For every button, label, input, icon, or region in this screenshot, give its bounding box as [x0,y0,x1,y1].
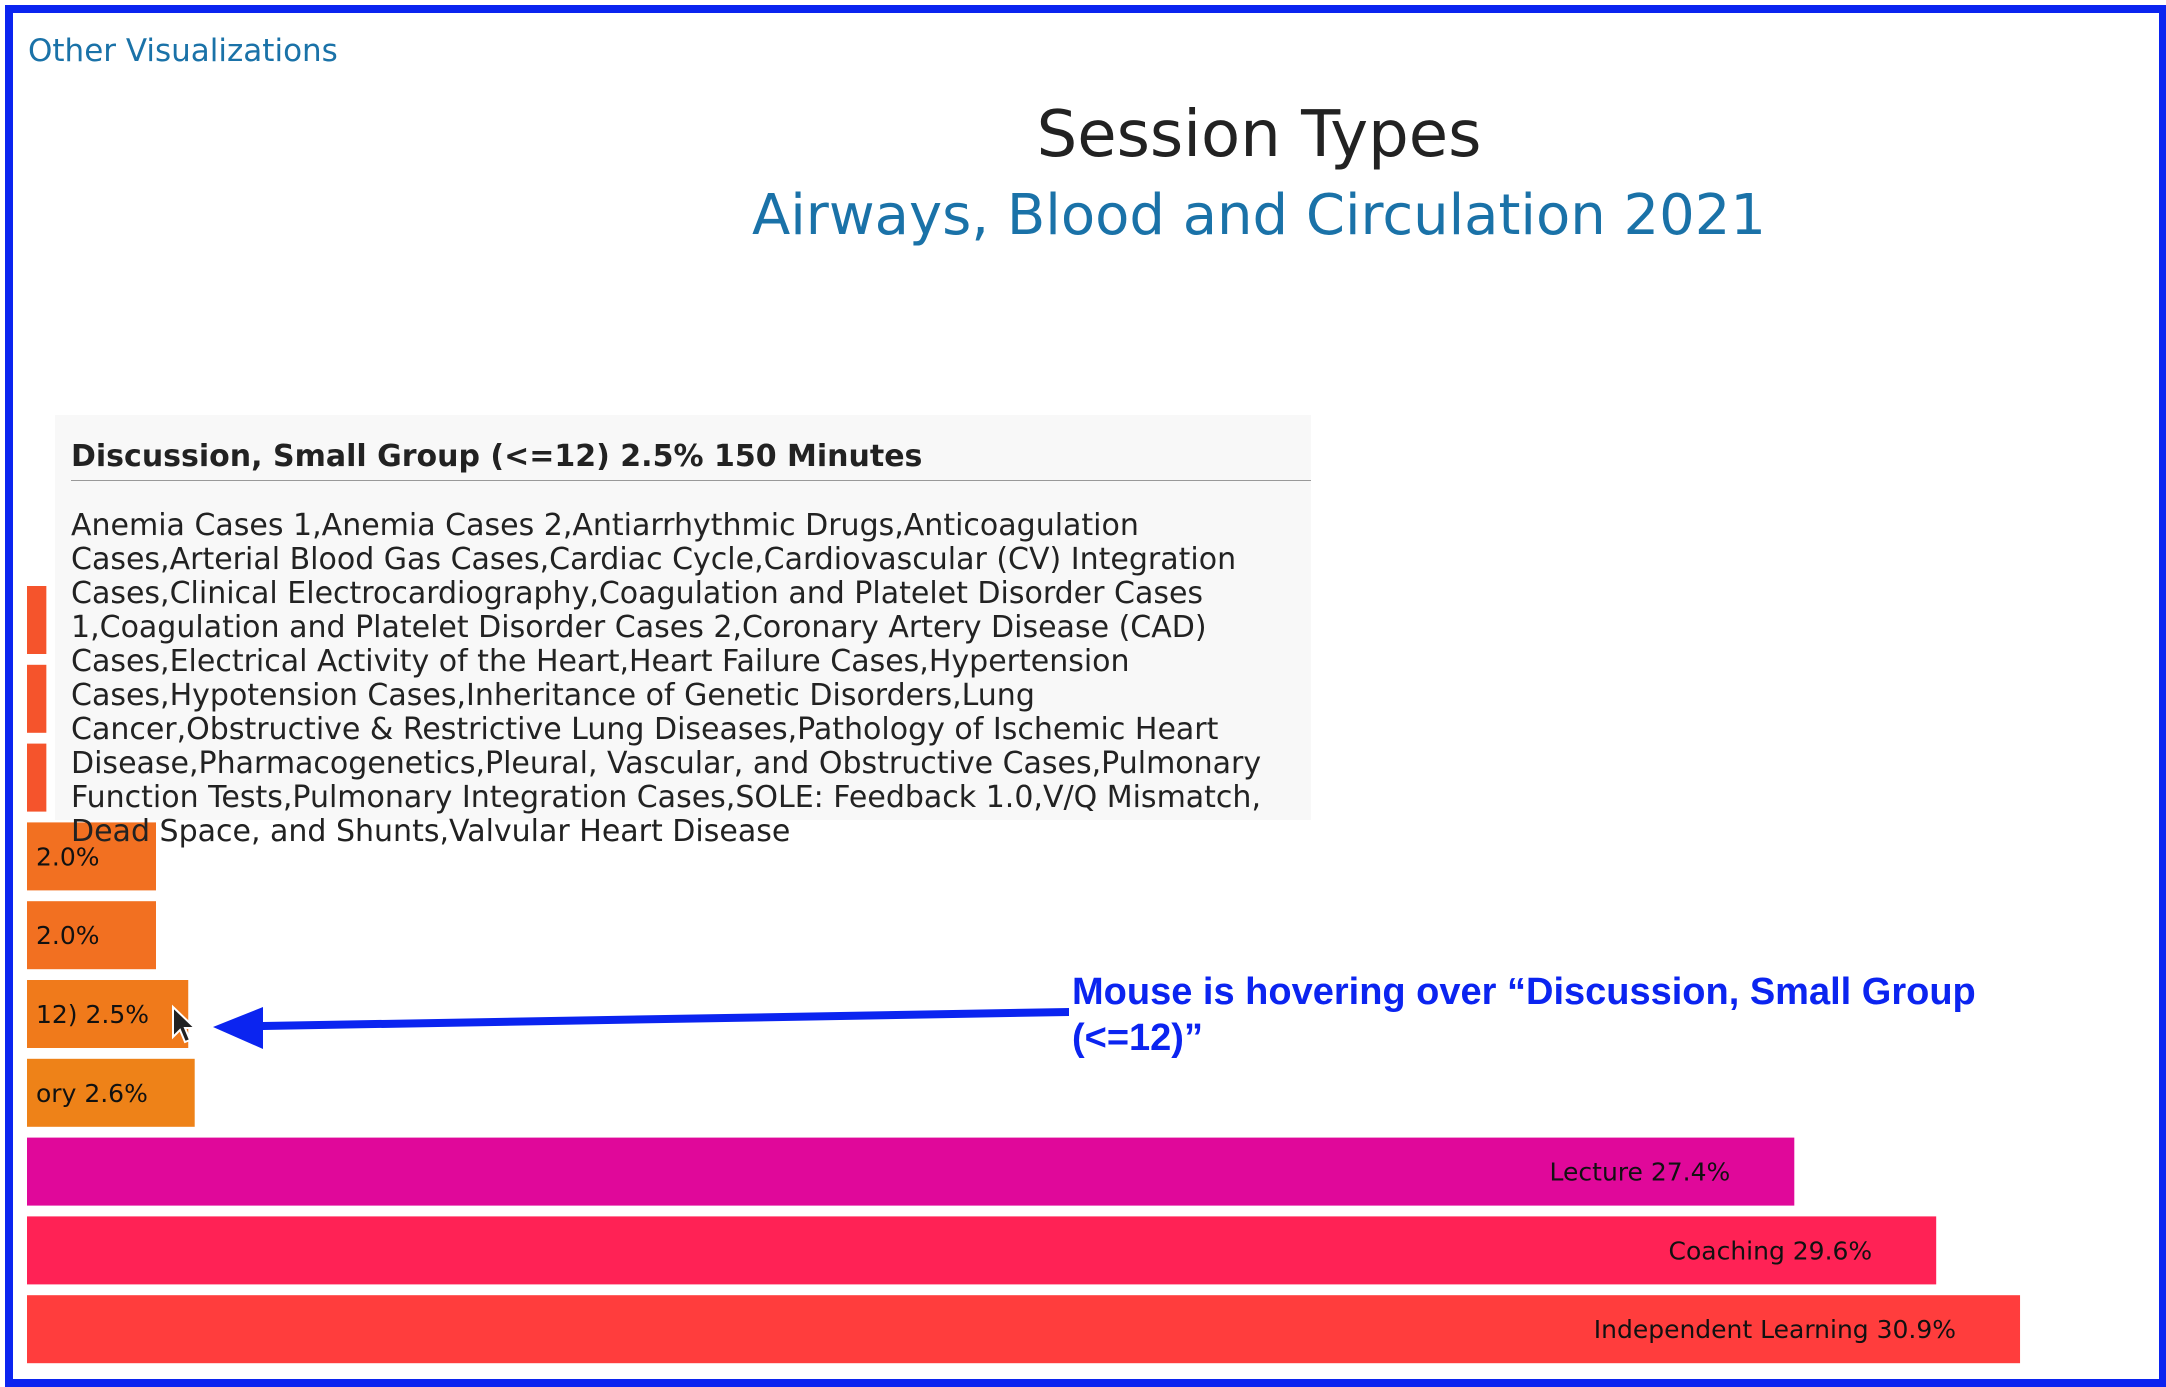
tooltip-header: Discussion, Small Group (<=12) 2.5% 150 … [71,439,1311,481]
annotation-arrow-shaft-icon [263,1008,1069,1030]
chart-subtitle: Airways, Blood and Circulation 2021 [751,183,1767,248]
bar-label-3: 2.0% [36,842,100,871]
bar-label-5: 12) 2.5% [36,1000,149,1029]
annotation-arrow-head-icon [213,1007,263,1049]
bar-label-8: Coaching 29.6% [1669,1236,1873,1265]
hover-tooltip: Discussion, Small Group (<=12) 2.5% 150 … [55,415,1311,849]
bar-6[interactable] [27,1058,195,1127]
bar-9[interactable] [27,1295,2021,1364]
bar-label-7: Lecture 27.4% [1550,1158,1731,1187]
bar-label-9: Independent Learning 30.9% [1594,1315,1956,1344]
bar-chart: 2.0% 2.0% 12) 2.5% ory 2.6% Lecture 27.4% Coa… [27,586,2021,1364]
bar-7[interactable] [27,1137,1795,1206]
bar-1[interactable] [27,664,47,733]
mouse-cursor-icon [172,1004,198,1044]
other-visualizations-link[interactable]: Other Visualizations [28,33,338,69]
bar-4[interactable] [27,901,156,970]
bar-0[interactable] [27,586,47,654]
chart-title: Session Types [1036,98,1482,172]
annotation-overlay [172,1004,1069,1049]
bar-8[interactable] [27,1216,1937,1285]
bar-5[interactable] [27,980,189,1048]
bar-3[interactable] [27,822,156,891]
tooltip-body: Anemia Cases 1,Anemia Cases 2,Antiarrhyt… [71,508,1262,849]
bar-2[interactable] [27,743,47,812]
annotation-text: Mouse is hovering over “Discussion, Smal… [1072,971,1976,1059]
bar-label-6: ory 2.6% [36,1079,148,1108]
bar-label-4: 2.0% [36,921,100,950]
visualization-frame: Other Visualizations Session Types Airwa… [5,5,2166,1387]
